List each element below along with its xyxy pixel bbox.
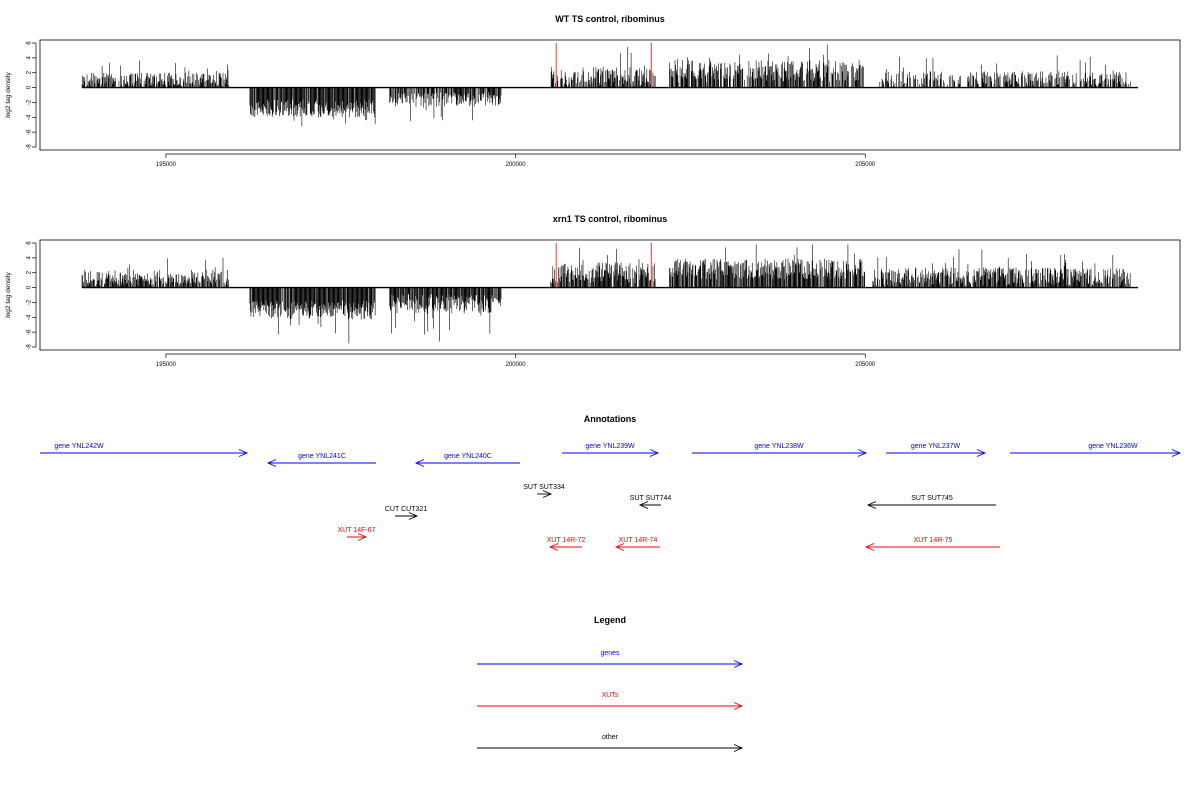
legend-label: XUTs [602,692,619,699]
density-bars [81,44,1131,127]
wt-panel-title: WT TS control, ribominus [555,14,665,24]
annotation-label: gene YNL242W [54,443,104,450]
annotation-arrow: SUT SUT745 [866,495,996,509]
annotation-label: CUT CUT321 [385,506,427,513]
arrow-head [866,501,877,509]
y-axis-label: log2 tag density [5,271,12,317]
y-tick-label: -8 [27,144,33,150]
x-tick-label: 200000 [506,362,527,368]
xrn1-density-panel: xrn1 TS control, ribominus 6 4 2 0 -2 -4 -6 -8 l… [5,214,1181,368]
annotation-label: XUT 14R-75 [914,537,953,544]
arrow-head [408,512,419,520]
annotation-label: SUT SUT745 [911,495,953,502]
legend-item: genes [477,650,744,668]
y-tick-label: -4 [27,314,33,320]
annotation-label: gene YNL238W [754,443,804,450]
annotation-arrow: gene YNL242W [40,443,249,457]
annotation-arrow: XUT 14R-72 [547,537,586,551]
y-tick-label: 4 [27,56,33,60]
annotation-label: gene YNL241C [298,453,346,460]
annotation-label: gene YNL239W [585,443,635,450]
arrow-head [414,459,425,467]
arrow-head [266,459,277,467]
legend-panel: Legend genes XUTs other [477,615,744,752]
annotation-arrow: XUT 14R-74 [614,537,660,551]
y-tick-label: -4 [27,114,33,120]
y-axis-label: log2 tag density [5,71,12,117]
y-tick-label: -6 [27,129,33,135]
arrow-head [1171,449,1182,457]
annotation-label: gene YNL240C [444,453,492,460]
annotations-panel: Annotations gene YNL242W gene YNL241C gene… [40,414,1182,551]
y-tick-label: -2 [27,299,33,305]
annotation-label: SUT SUT744 [630,495,672,502]
arrow-head [638,501,649,509]
legend-label: genes [600,650,620,657]
xrn1-panel-title: xrn1 TS control, ribominus [553,214,668,224]
y-tick-label: 2 [27,70,33,74]
arrow-head [542,490,553,498]
annotation-arrow: gene YNL236W [1010,443,1182,457]
arrow-head [857,449,868,457]
arrow-head [357,533,368,541]
y-tick-label: 2 [27,270,33,274]
plot-frame [39,239,1181,351]
legend-item: XUTs [477,692,744,710]
annotation-arrow: CUT CUT321 [385,506,427,520]
annotation-label: XUT 14R-72 [547,537,586,544]
y-tick-label: -8 [27,344,33,350]
annotation-arrow: gene YNL240C [414,453,520,467]
y-tick-label: 4 [27,256,33,260]
y-tick-label: 6 [27,41,33,45]
legend-title: Legend [594,615,626,625]
arrow-head [864,543,875,551]
y-tick-label: -2 [27,99,33,105]
arrow-head [733,744,744,752]
x-tick-label: 195000 [156,162,177,168]
legend-label: other [602,734,619,741]
arrow-head [614,543,625,551]
arrow-head [548,543,559,551]
annotation-arrow: gene YNL237W [886,443,987,457]
y-tick-label: 0 [27,285,33,289]
y-tick-label: 6 [27,241,33,245]
annotation-arrow: gene YNL238W [692,443,868,457]
annotation-label: XUT 14F-67 [338,527,376,534]
annotation-arrow: gene YNL239W [562,443,660,457]
annotation-arrow: XUT 14R-75 [864,537,1000,551]
x-tick-label: 205000 [855,162,876,168]
arrow-head [733,660,744,668]
y-tick-label: 0 [27,85,33,89]
annotation-label: gene YNL236W [1088,443,1138,450]
arrow-head [733,702,744,710]
annotation-arrow: gene YNL241C [266,453,376,467]
x-tick-label: 195000 [156,362,177,368]
legend-item: other [477,734,744,752]
arrow-head [238,449,249,457]
x-tick-label: 200000 [506,162,527,168]
plot-frame [39,39,1181,151]
arrow-head [649,449,660,457]
annotation-label: gene YNL237W [911,443,961,450]
x-tick-label: 205000 [855,362,876,368]
arrow-head [976,449,987,457]
wt-density-panel: WT TS control, ribominus 6 4 2 0 -2 -4 -6 -8 log… [5,14,1181,168]
annotation-arrow: SUT SUT744 [630,495,672,509]
annotation-label: SUT SUT334 [523,484,565,491]
density-bars [81,244,1131,344]
annotation-arrow: XUT 14F-67 [338,527,376,541]
annotations-title: Annotations [584,414,637,424]
y-tick-label: -6 [27,329,33,335]
annotation-label: XUT 14R-74 [619,537,658,544]
annotation-arrow: SUT SUT334 [523,484,565,498]
